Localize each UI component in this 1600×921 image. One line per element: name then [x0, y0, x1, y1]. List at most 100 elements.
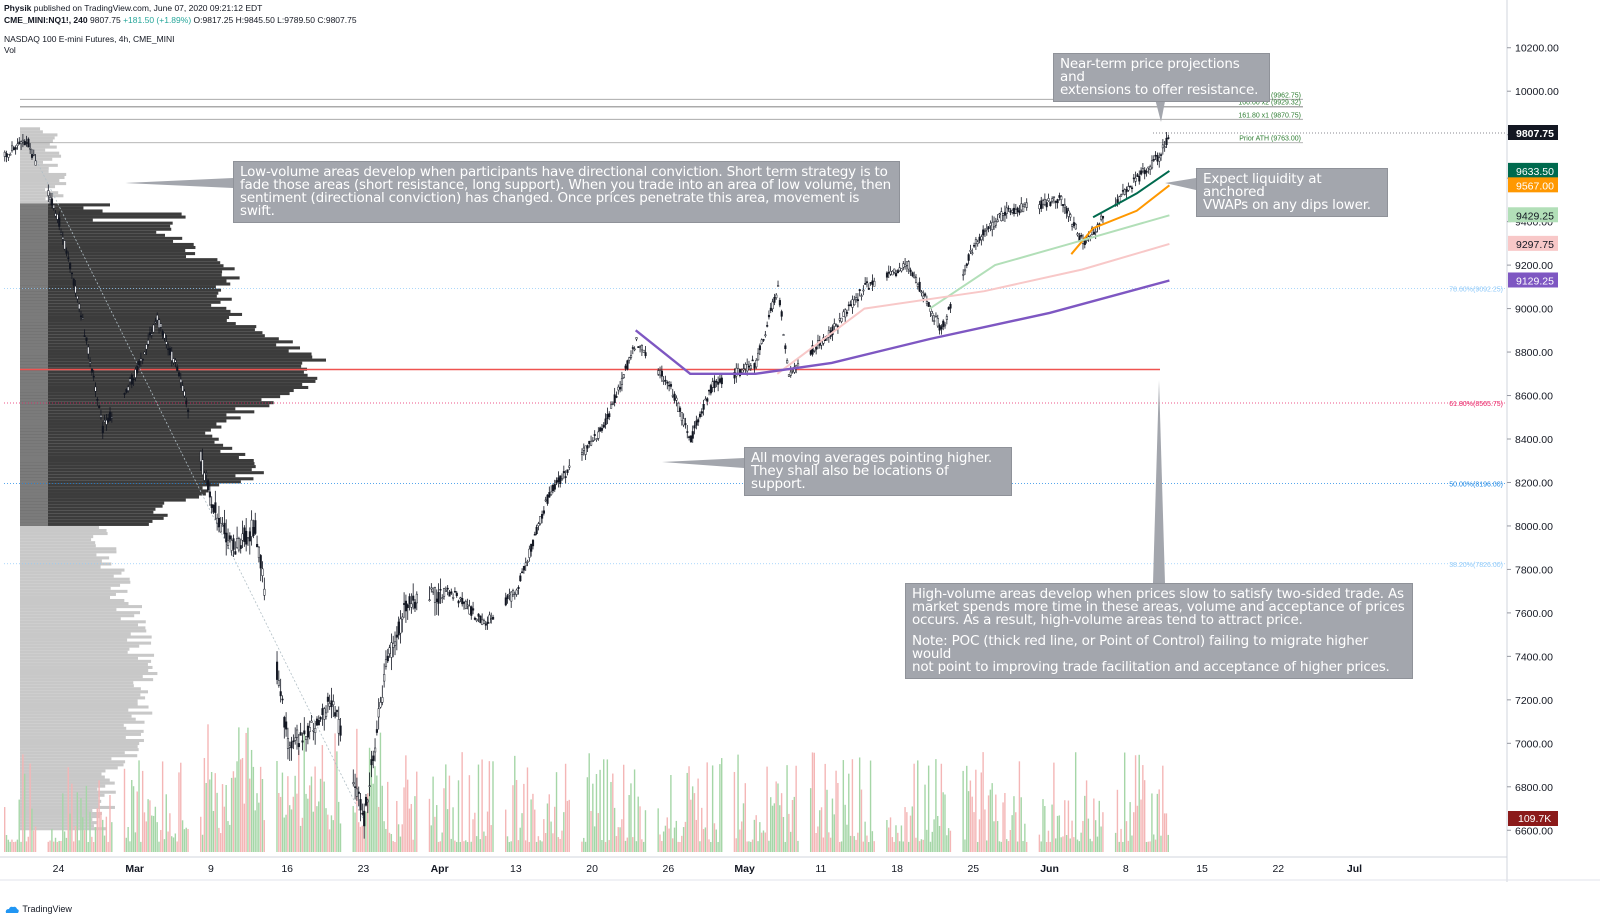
candle-body: [891, 271, 894, 276]
volume-profile-bar: [20, 602, 129, 606]
candle-body: [448, 591, 451, 597]
volume-bar: [475, 836, 478, 852]
candle-body: [1003, 211, 1007, 216]
volume-bar: [768, 840, 770, 852]
candle-body: [210, 504, 213, 508]
candle-body: [359, 799, 362, 811]
volume-profile-bar: [20, 598, 125, 603]
candle-body: [533, 534, 536, 536]
candle-body: [132, 378, 135, 381]
volume-profile-bar: [20, 279, 227, 283]
candle-body: [30, 154, 34, 158]
candle-body: [457, 600, 460, 604]
volume-bar: [470, 841, 472, 852]
vwap-price-tag: [1508, 177, 1558, 193]
candle-body: [940, 326, 943, 330]
volume-bar: [141, 770, 144, 852]
candle-body: [865, 281, 869, 283]
volume-bar: [434, 816, 436, 852]
candle-body: [580, 452, 584, 455]
callout-line: VWAPs on any dips lower.: [1203, 197, 1371, 213]
candle-body: [139, 358, 142, 362]
price-tick-label: 7200.00: [1515, 695, 1553, 707]
volume-bar: [72, 841, 75, 852]
volume-bar: [439, 841, 442, 852]
tradingview-logo[interactable]: TradingView: [4, 904, 72, 914]
volume-bar: [848, 773, 850, 852]
volume-bar: [1042, 799, 1044, 852]
volume-bar: [483, 831, 485, 852]
candle-body: [303, 730, 306, 735]
volume-bar: [1096, 836, 1099, 852]
time-tick-label: 24: [53, 863, 65, 875]
candle-body: [147, 339, 150, 345]
volume-profile-bar: [20, 154, 62, 158]
price-change: +181.50 (+1.89%): [123, 15, 192, 25]
volume-profile-bar: [20, 413, 227, 417]
volume-bar: [809, 788, 812, 852]
price-tick-label: 7600.00: [1515, 608, 1553, 620]
volume-profile-bar: [20, 617, 121, 621]
candle-body: [1147, 166, 1150, 169]
candle-body: [905, 261, 909, 266]
candle-body: [437, 591, 440, 604]
volume-bar: [904, 807, 906, 852]
volume-bar: [1089, 838, 1091, 852]
candle-body: [404, 600, 408, 612]
volume-bar: [831, 798, 834, 852]
volume-bar: [532, 793, 534, 852]
volume-bar: [915, 837, 917, 852]
candle-body: [179, 378, 182, 383]
volume-profile-bar: [20, 595, 111, 599]
volume-bar: [699, 841, 701, 852]
volume-profile-bar: [20, 428, 48, 432]
volume-bar: [1045, 841, 1048, 852]
candle-body: [406, 604, 409, 608]
volume-bar: [372, 783, 374, 852]
volume-profile-bar: [20, 404, 48, 408]
volume-profile-bar: [20, 419, 48, 423]
volume-bar: [554, 806, 556, 852]
volume-bar: [1100, 826, 1102, 852]
volume-profile-bar: [20, 306, 227, 310]
candle-body: [973, 245, 976, 247]
volume-bar: [998, 841, 1001, 852]
volume-profile-bar: [20, 319, 227, 323]
volume-profile-bar: [20, 404, 270, 408]
volume-profile-bar: [20, 659, 152, 663]
candle-body: [835, 324, 838, 326]
volume-bar: [485, 835, 487, 852]
volume-bar: [933, 819, 935, 852]
candle-body: [613, 394, 616, 404]
volume-profile-bar: [20, 385, 309, 390]
volume-bar: [982, 752, 984, 852]
volume-profile-bar: [20, 166, 49, 170]
candle-body: [332, 701, 335, 706]
candle-body: [461, 598, 464, 605]
callout-line: All moving averages pointing higher.: [751, 450, 992, 466]
volume-bar: [1049, 841, 1051, 852]
volume-bar: [259, 766, 262, 852]
candle-body: [207, 480, 210, 491]
candle-body: [1025, 202, 1028, 208]
candle-body: [508, 593, 511, 596]
volume-bar: [368, 747, 371, 852]
candle-body: [172, 358, 175, 363]
candle-body: [969, 249, 972, 252]
candle-body: [1071, 224, 1074, 227]
volume-bar: [746, 841, 748, 852]
volume-bar: [940, 763, 943, 852]
volume-bar: [441, 832, 443, 852]
volume-bar: [980, 772, 982, 852]
volume-bar: [543, 819, 545, 852]
volume-bar: [53, 841, 55, 852]
volume-bar: [486, 811, 489, 852]
volume-bar: [615, 836, 618, 852]
volume-profile-bar: [20, 349, 48, 353]
candle-body: [1141, 168, 1144, 172]
candle-body: [1092, 232, 1095, 235]
volume-bar: [593, 826, 596, 852]
volume-bar: [200, 816, 202, 852]
candle-body: [183, 391, 186, 397]
